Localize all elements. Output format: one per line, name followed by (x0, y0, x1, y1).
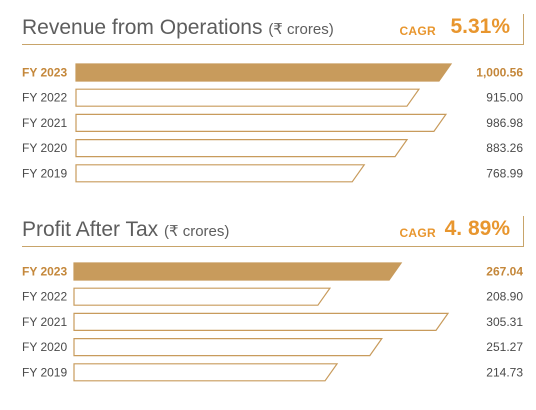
revenue-title-rule (22, 44, 524, 45)
revenue-cagr-label: CAGR (399, 24, 436, 38)
profit-bar-chart: FY 2023 267.04 FY 2022 208.90 FY 2021 305.31 F… (22, 262, 523, 382)
profit-cagr-value: 4. 89% (444, 217, 510, 240)
revenue-value-label: 883.26 (486, 141, 523, 155)
profit-value-label: 208.90 (486, 290, 523, 304)
revenue-value-label: 1,000.56 (476, 66, 523, 80)
profit-title-rule (22, 246, 524, 247)
revenue-panel: Revenue from Operations (₹ crores) CAGR … (0, 0, 536, 200)
profit-cagr-label: CAGR (399, 226, 436, 240)
revenue-value-label: 768.99 (486, 166, 523, 180)
revenue-bar (75, 164, 366, 183)
profit-value-label: 214.73 (486, 365, 523, 379)
revenue-subtitle: (₹ crores) (268, 21, 334, 38)
revenue-category-label: FY 2023 (22, 66, 67, 80)
profit-title-text: Profit After Tax (22, 218, 159, 241)
profit-value-label: 251.27 (486, 340, 523, 354)
profit-category-label: FY 2019 (22, 365, 67, 379)
profit-bar (73, 312, 450, 331)
profit-panel: Profit After Tax (₹ crores) CAGR 4. 89% … (0, 202, 536, 410)
revenue-bar-chart: FY 2023 1,000.56 FY 2022 915.00 FY 2021 986.9… (22, 63, 523, 183)
revenue-category-label: FY 2019 (22, 166, 67, 180)
revenue-bar (75, 113, 448, 132)
profit-category-label: FY 2023 (22, 265, 67, 279)
profit-bar (73, 338, 383, 357)
profit-bar (73, 262, 403, 281)
profit-value-label: 267.04 (486, 265, 523, 279)
profit-category-label: FY 2021 (22, 315, 67, 329)
profit-bar (73, 287, 332, 306)
revenue-cagr-value: 5.31% (450, 15, 510, 38)
profit-bar (73, 363, 339, 382)
profit-category-label: FY 2022 (22, 290, 67, 304)
revenue-category-label: FY 2021 (22, 116, 67, 130)
revenue-title-rule-vertical (523, 14, 524, 45)
revenue-bar (75, 88, 421, 107)
revenue-value-label: 915.00 (486, 91, 523, 105)
revenue-bar (75, 63, 453, 82)
profit-category-label: FY 2020 (22, 340, 67, 354)
revenue-bar (75, 139, 409, 158)
profit-title: Profit After Tax (₹ crores) (22, 218, 229, 242)
revenue-title-text: Revenue from Operations (22, 16, 263, 39)
revenue-category-label: FY 2022 (22, 91, 67, 105)
revenue-title: Revenue from Operations (₹ crores) (22, 16, 334, 40)
revenue-category-label: FY 2020 (22, 141, 67, 155)
profit-title-rule-vertical (523, 216, 524, 247)
profit-subtitle: (₹ crores) (164, 223, 230, 240)
profit-value-label: 305.31 (486, 315, 523, 329)
revenue-value-label: 986.98 (486, 116, 523, 130)
